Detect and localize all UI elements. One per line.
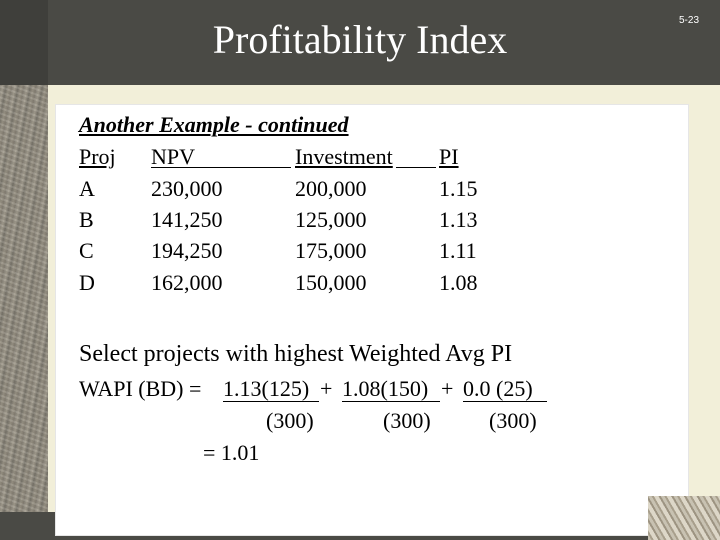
table-cell-investment: 150,000 [295, 270, 367, 295]
table-cell-investment: 125,000 [295, 207, 367, 232]
table-cell-investment: 200,000 [295, 176, 367, 201]
table-cell-npv: 162,000 [151, 270, 223, 295]
column-header-proj: Proj [79, 144, 116, 169]
table-cell-pi: 1.08 [439, 270, 478, 295]
table-cell-pi: 1.13 [439, 207, 478, 232]
title-bar [0, 0, 720, 85]
slide-title: Profitability Index [212, 17, 508, 62]
table-cell-proj: A [79, 176, 95, 201]
select-instruction: Select projects with highest Weighted Av… [79, 341, 513, 367]
wapi-label: WAPI (BD) = [79, 376, 202, 401]
title-bar-corner [0, 0, 48, 85]
table-cell-npv: 230,000 [151, 176, 223, 201]
slide-paper [56, 105, 688, 535]
fraction-bar-1 [223, 401, 319, 402]
column-header-investment: Investment [295, 144, 393, 169]
wapi-numerator-3: 0.0 (25) [463, 376, 533, 401]
npv-header-underline [151, 167, 291, 168]
wapi-numerator-2: 1.08(150) [342, 376, 429, 401]
wapi-plus-1: + [320, 376, 333, 401]
column-header-pi: PI [439, 144, 459, 169]
wapi-denominator-3: (300) [489, 408, 537, 433]
table-cell-pi: 1.11 [439, 238, 477, 263]
fraction-bar-3 [463, 401, 547, 402]
table-cell-pi: 1.15 [439, 176, 478, 201]
wapi-result: = 1.01 [203, 440, 260, 465]
table-cell-proj: D [79, 270, 95, 295]
slide-number: 5-23 [678, 15, 699, 26]
investment-header-underline [396, 167, 436, 168]
column-header-npv: NPV [151, 144, 196, 169]
table-cell-proj: B [79, 207, 94, 232]
table-cell-proj: C [79, 238, 94, 263]
subtitle: Another Example - continued [79, 112, 349, 137]
slide-content-area [48, 85, 720, 535]
wapi-denominator-1: (300) [266, 408, 314, 433]
table-cell-npv: 141,250 [151, 207, 223, 232]
decorative-left-panel [0, 85, 48, 540]
wapi-plus-2: + [441, 376, 454, 401]
table-cell-npv: 194,250 [151, 238, 223, 263]
wapi-numerator-1: 1.13(125) [223, 376, 310, 401]
fraction-bar-2 [342, 401, 440, 402]
wapi-denominator-2: (300) [383, 408, 431, 433]
decorative-marble-corner [648, 496, 720, 540]
table-cell-investment: 175,000 [295, 238, 367, 263]
